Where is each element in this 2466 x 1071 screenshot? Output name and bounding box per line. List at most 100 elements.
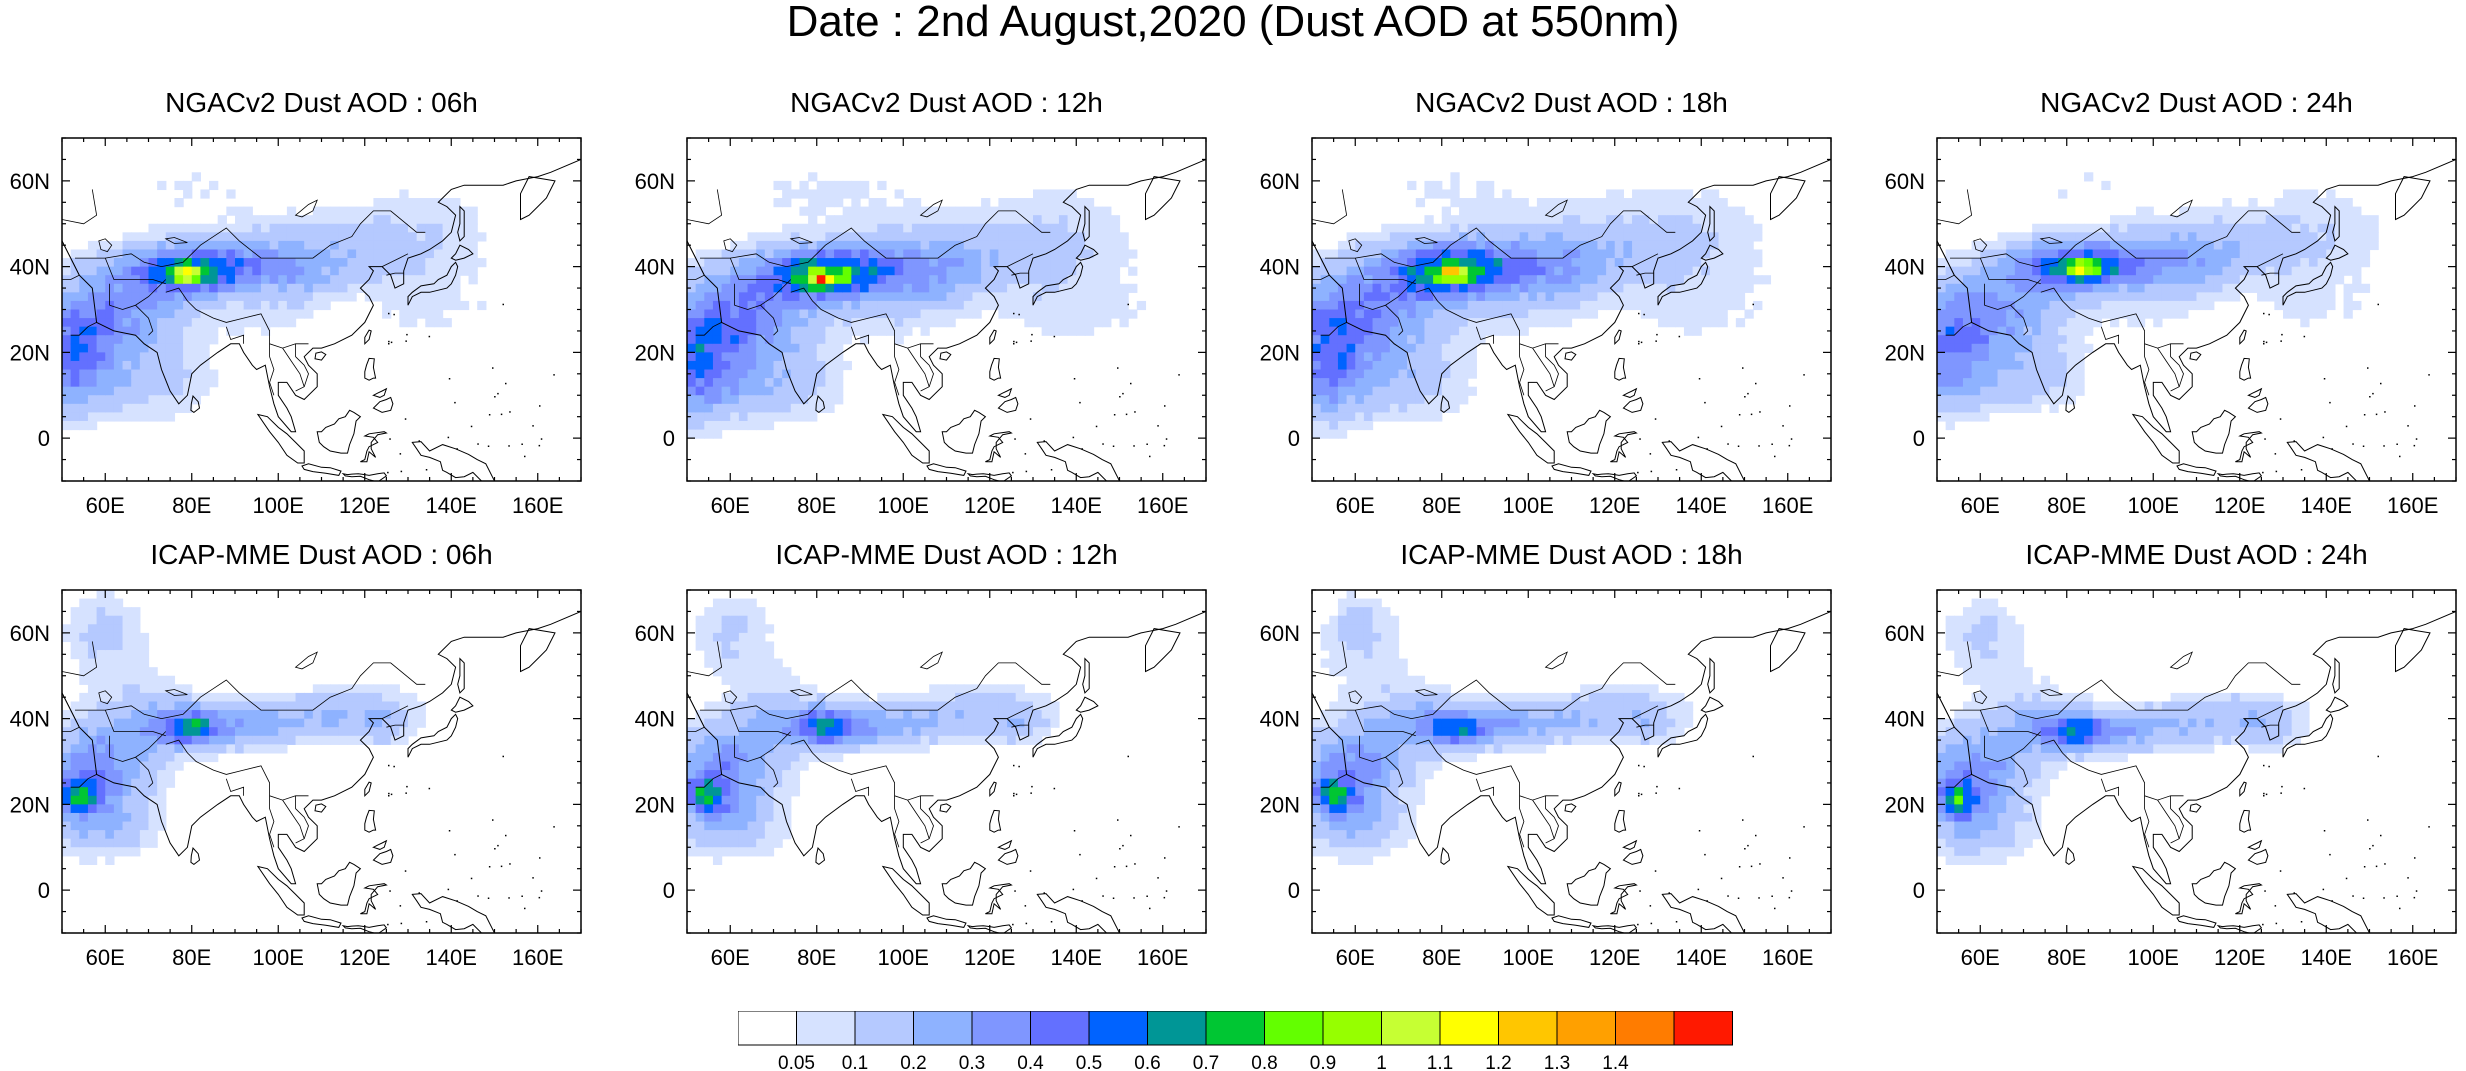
- dust-cell: [1988, 326, 1999, 336]
- dust-cell: [989, 232, 999, 242]
- dust-cell: [695, 292, 705, 302]
- dust-cell: [2248, 198, 2258, 208]
- dust-cell: [70, 701, 80, 711]
- dust-cell: [373, 258, 383, 268]
- dust-cell: [730, 240, 740, 251]
- dust-cell: [226, 718, 236, 728]
- dust-cell: [2023, 360, 2033, 371]
- dust-cell: [2040, 283, 2051, 293]
- dust-cell: [1346, 232, 1356, 242]
- dust-cell: [2369, 223, 2379, 233]
- dust-cell: [1459, 378, 1469, 388]
- coastline: [941, 409, 987, 454]
- coastline: [411, 441, 496, 481]
- dust-cell: [1363, 232, 1374, 242]
- dust-cell: [87, 335, 98, 345]
- dust-cell: [105, 710, 115, 720]
- dust-cell: [2023, 292, 2033, 302]
- dust-cell: [1937, 403, 1947, 413]
- dust-cell: [1450, 266, 1460, 276]
- dust-cell: [1528, 309, 1538, 319]
- dust-cell: [687, 795, 697, 805]
- dust-cell: [278, 292, 288, 302]
- dust-cell: [1945, 300, 1955, 311]
- dust-cell: [139, 395, 150, 405]
- dust-cell: [738, 343, 749, 353]
- dust-cell: [2161, 300, 2172, 311]
- dust-cell: [2153, 283, 2163, 293]
- dust-cell: [1424, 275, 1434, 285]
- dust-cell: [70, 395, 80, 405]
- dust-cell: [687, 429, 697, 439]
- dust-cell: [165, 718, 176, 728]
- dust-cell: [2248, 215, 2258, 225]
- dust-cell: [96, 692, 106, 703]
- dust-cell: [834, 258, 844, 268]
- island: [1079, 401, 1081, 404]
- dust-cell: [390, 249, 400, 259]
- dust-cell: [87, 378, 98, 388]
- dust-cell: [131, 378, 141, 388]
- dust-cell: [1119, 318, 1129, 328]
- dust-cell: [1346, 318, 1356, 328]
- dust-cell: [2291, 292, 2301, 302]
- dust-cell: [122, 675, 132, 685]
- dust-cell: [260, 215, 271, 225]
- dust-cell: [1329, 318, 1339, 328]
- dust-cell: [131, 735, 141, 745]
- dust-cell: [1580, 309, 1590, 319]
- island: [2367, 367, 2369, 369]
- dust-cell: [1988, 386, 1999, 396]
- dust-cell: [860, 318, 870, 328]
- dust-cell: [70, 641, 80, 651]
- dust-cell: [425, 223, 435, 233]
- dust-cell: [790, 223, 801, 233]
- dust-cell: [2110, 215, 2120, 225]
- dust-cell: [808, 206, 818, 216]
- dust-cell: [1692, 249, 1702, 259]
- dust-cell: [1545, 275, 1555, 285]
- dust-cell: [790, 412, 801, 422]
- dust-cell: [1718, 198, 1728, 208]
- dust-cell: [139, 735, 150, 745]
- dust-cell: [1372, 318, 1382, 328]
- country-border: [225, 326, 244, 344]
- dust-cell: [62, 258, 72, 268]
- dust-cell: [2118, 232, 2128, 242]
- dust-cell: [416, 223, 426, 233]
- dust-cell: [70, 266, 80, 276]
- dust-cell: [2239, 283, 2249, 293]
- dust-cell: [2058, 360, 2068, 371]
- dust-cell: [1398, 292, 1408, 302]
- dust-cell: [96, 701, 106, 711]
- lon-tick-label: 60E: [711, 493, 750, 518]
- dust-cell: [2291, 232, 2301, 242]
- dust-cell: [1666, 292, 1676, 302]
- dust-cell: [79, 770, 89, 780]
- country-border: [1312, 189, 1348, 225]
- dust-cell: [721, 787, 731, 797]
- dust-cell: [1441, 309, 1451, 319]
- dust-cell: [165, 692, 176, 703]
- island: [1073, 378, 1076, 380]
- island: [2384, 411, 2386, 413]
- dust-cell: [1110, 292, 1121, 302]
- coastline: [190, 395, 201, 414]
- dust-cell: [1971, 318, 1981, 328]
- dust-cell: [1346, 266, 1356, 276]
- dust-cell: [2066, 240, 2076, 251]
- dust-cell: [1398, 232, 1408, 242]
- dust-cell: [2300, 240, 2310, 251]
- dust-cell: [1372, 266, 1382, 276]
- dust-cell: [174, 369, 184, 379]
- dust-cell: [1649, 223, 1659, 233]
- dust-cell: [139, 821, 150, 831]
- dust-cell: [981, 215, 991, 225]
- dust-cell: [70, 624, 80, 634]
- dust-cell: [122, 752, 132, 763]
- lon-tick-label: 60E: [86, 945, 125, 970]
- island: [405, 340, 407, 342]
- dust-cell: [773, 386, 783, 396]
- dust-cell: [70, 735, 80, 745]
- dust-cell: [269, 692, 279, 703]
